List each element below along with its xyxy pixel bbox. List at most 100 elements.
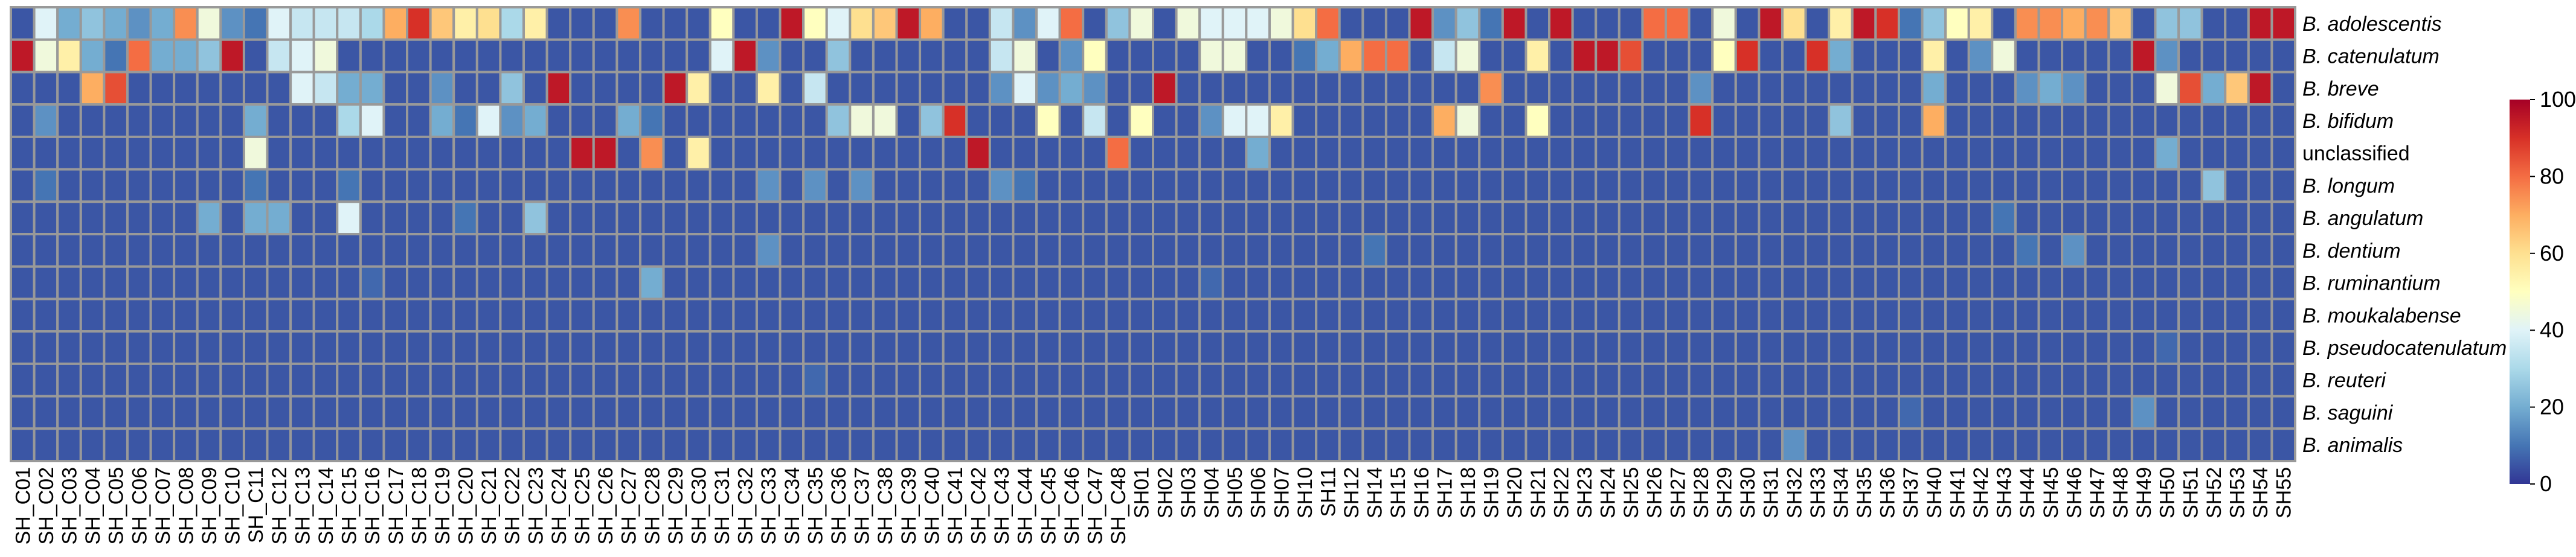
heatmap-cell	[1221, 427, 1248, 462]
column-label: SH_C33	[757, 467, 780, 545]
heatmap-cell	[1128, 427, 1155, 462]
heatmap-cell	[2200, 362, 2227, 398]
heatmap-cell	[336, 330, 362, 365]
heatmap-cell	[2224, 200, 2250, 235]
heatmap-cell	[1338, 168, 1364, 203]
column-label: SH_C47	[1084, 467, 1107, 545]
heatmap-cell	[219, 6, 245, 41]
heatmap-cell	[2014, 135, 2040, 171]
heatmap-cell	[1431, 200, 1457, 235]
heatmap-cell	[2224, 6, 2250, 41]
heatmap-cell	[615, 330, 641, 365]
heatmap-cell	[779, 362, 805, 398]
heatmap-cell	[452, 330, 478, 365]
heatmap-cell	[2200, 265, 2227, 301]
heatmap-cell	[942, 135, 968, 171]
heatmap-cell	[1454, 330, 1481, 365]
heatmap-cell	[56, 427, 82, 462]
heatmap-cell	[638, 38, 665, 74]
heatmap-cell	[2154, 200, 2180, 235]
heatmap-cell	[1688, 135, 1714, 171]
heatmap-cell	[149, 395, 176, 430]
heatmap-cell	[56, 6, 82, 41]
heatmap-cell	[2061, 427, 2087, 462]
heatmap-cell	[965, 103, 991, 138]
heatmap-cell	[708, 71, 735, 106]
heatmap-cell	[2177, 362, 2203, 398]
column-label: SH50	[2156, 467, 2179, 518]
heatmap-cell	[1152, 168, 1178, 203]
heatmap-cell	[1991, 233, 2017, 268]
heatmap-cell	[79, 200, 106, 235]
column-label: SH47	[2086, 467, 2109, 518]
heatmap-cell	[545, 427, 572, 462]
heatmap-cell	[219, 103, 245, 138]
heatmap-cell	[1105, 298, 1131, 333]
heatmap-cell	[1058, 103, 1085, 138]
heatmap-cell	[499, 395, 525, 430]
column-label: SH16	[1410, 467, 1433, 518]
heatmap-cell	[2084, 330, 2110, 365]
column-labels: SH_C01 SH_C02 SH_C03 SH_C04 SH_C05 SH_C06 SH_C…	[11, 467, 2295, 545]
heatmap-cell	[1897, 330, 1924, 365]
heatmap-cell	[359, 71, 385, 106]
heatmap-cell	[103, 168, 129, 203]
heatmap-cell	[289, 395, 315, 430]
heatmap-cell	[1478, 71, 1504, 106]
column-label: SH_C04	[82, 467, 104, 545]
heatmap-cell	[1338, 135, 1364, 171]
heatmap-cell	[1082, 38, 1108, 74]
heatmap-cell	[1198, 6, 1224, 41]
heatmap-cell	[942, 330, 968, 365]
heatmap-cell	[802, 103, 828, 138]
heatmap-cell	[1175, 330, 1201, 365]
heatmap-cell	[1711, 135, 1737, 171]
heatmap-cell	[1665, 395, 1691, 430]
heatmap-cell	[1524, 103, 1551, 138]
heatmap-cell	[1268, 71, 1294, 106]
heatmap-cell	[1991, 362, 2017, 398]
heatmap-cell	[965, 135, 991, 171]
heatmap-cell	[755, 395, 782, 430]
heatmap-cell	[1291, 168, 1318, 203]
heatmap-cell	[615, 71, 641, 106]
heatmap-cell	[475, 71, 502, 106]
column-label: SH_C25	[571, 467, 594, 545]
heatmap-cell	[1384, 362, 1411, 398]
heatmap-cell	[1058, 71, 1085, 106]
row-label: unclassified	[2302, 142, 2410, 165]
heatmap-cell	[1315, 265, 1341, 301]
heatmap-cell	[2107, 200, 2133, 235]
heatmap-cell	[1408, 395, 1434, 430]
heatmap-cell	[1012, 168, 1038, 203]
heatmap-cell	[2177, 135, 2203, 171]
heatmap-cell	[825, 330, 852, 365]
heatmap-cell	[662, 38, 689, 74]
heatmap-cell	[2014, 427, 2040, 462]
heatmap-cell	[56, 103, 82, 138]
heatmap-cell	[1897, 135, 1924, 171]
heatmap-cell	[219, 330, 245, 365]
heatmap-cell	[475, 200, 502, 235]
heatmap-cell	[1524, 168, 1551, 203]
heatmap-cell	[103, 200, 129, 235]
heatmap-cell	[755, 330, 782, 365]
heatmap-cell	[126, 427, 152, 462]
heatmap-cell	[1595, 168, 1620, 203]
column-label: SH_C45	[1037, 467, 1060, 545]
heatmap-cell	[592, 362, 618, 398]
heatmap-cell	[1781, 38, 1807, 74]
heatmap-cell	[825, 103, 852, 138]
heatmap-cell	[475, 233, 502, 268]
column-label: SH25	[1620, 467, 1643, 518]
heatmap-cell	[686, 71, 711, 106]
heatmap-cell	[312, 395, 339, 430]
heatmap-cell	[196, 38, 222, 74]
heatmap-cell	[1012, 395, 1038, 430]
heatmap-cell	[1058, 298, 1085, 333]
heatmap-cell	[522, 427, 548, 462]
heatmap-cell	[196, 233, 222, 268]
heatmap-cell	[242, 71, 269, 106]
heatmap-cell	[359, 330, 385, 365]
heatmap-cell	[1478, 362, 1504, 398]
